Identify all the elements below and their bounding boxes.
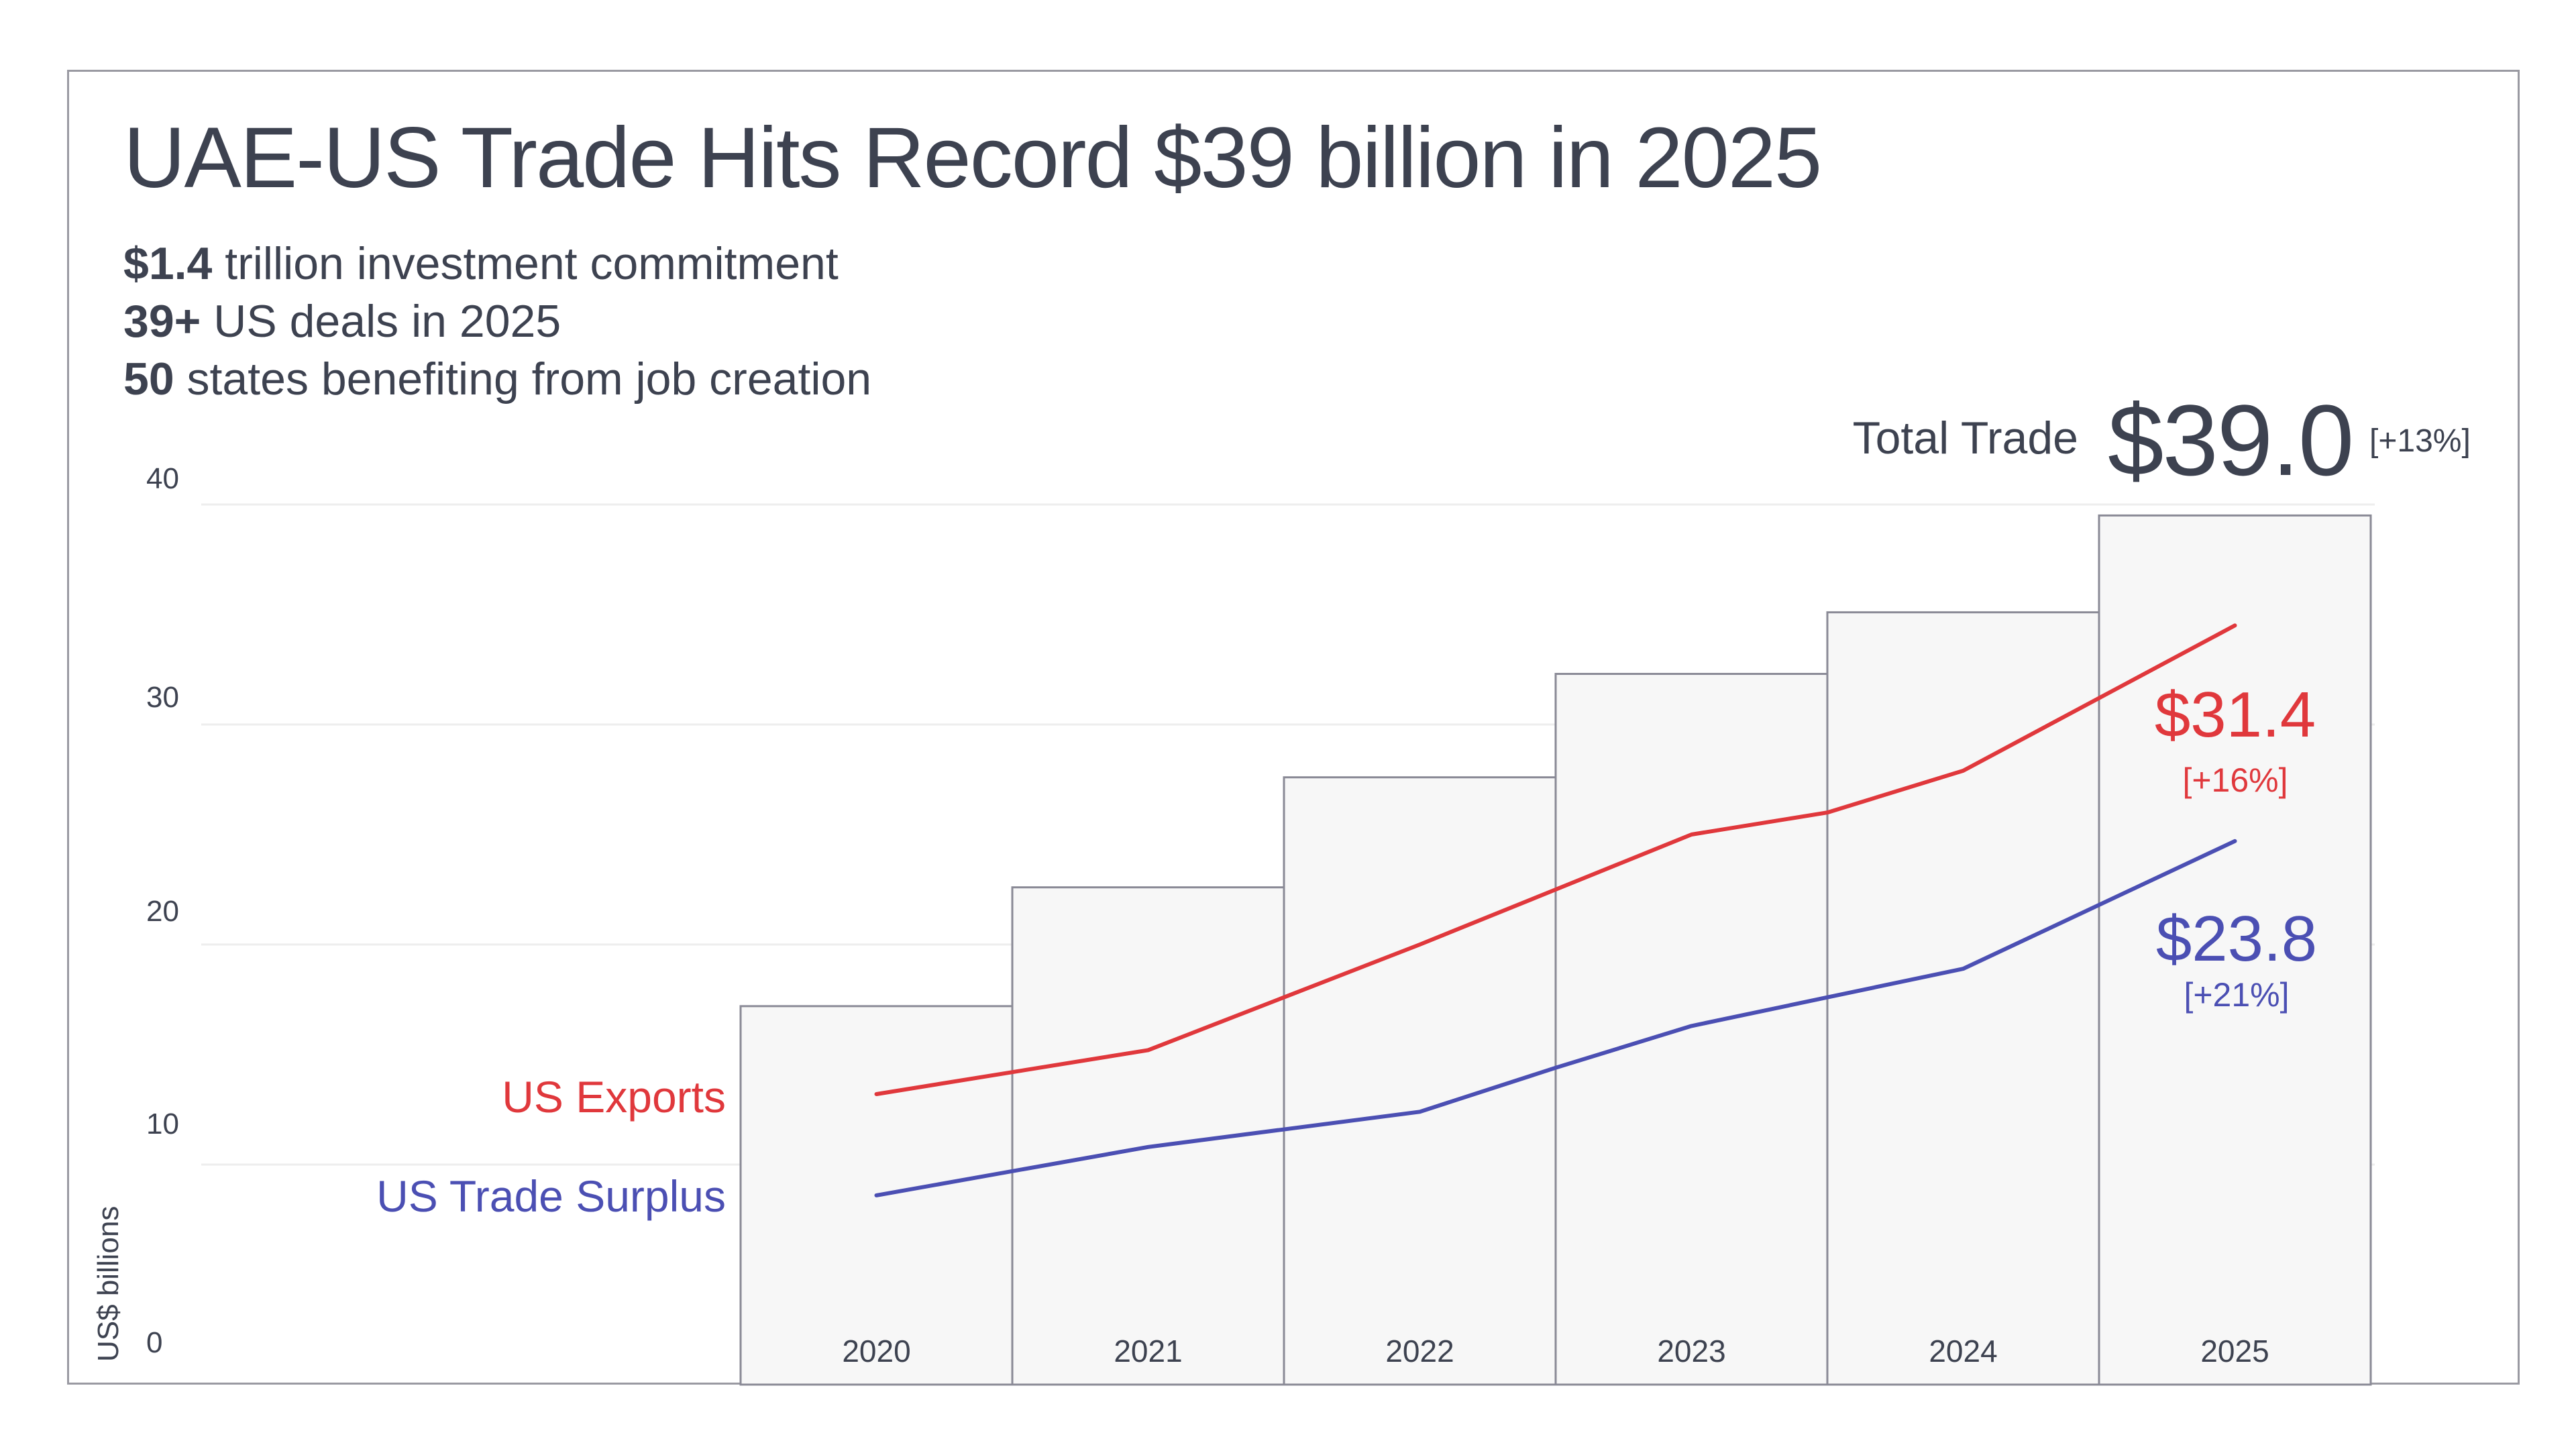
- y-tick-30: 30: [146, 681, 179, 714]
- fact-states-value: 50: [123, 354, 174, 405]
- x-tick-2022: 2022: [1385, 1334, 1454, 1368]
- y-tick-10: 10: [146, 1108, 179, 1140]
- fact-deals-text: US deals in 2025: [201, 296, 561, 347]
- x-tick-2023: 2023: [1657, 1334, 1725, 1368]
- y-axis-label: US$ billions: [92, 1206, 125, 1362]
- fact-investment-text: trillion investment commitment: [212, 238, 839, 289]
- bars: [739, 514, 2372, 1386]
- bar-2024: [1826, 611, 2100, 1386]
- y-tick-40: 40: [146, 462, 179, 495]
- exports-end-value: $31.4: [2155, 679, 2316, 751]
- total-trade-change: [+13%]: [2369, 423, 2471, 459]
- x-tick-2025: 2025: [2200, 1334, 2269, 1368]
- fact-investment: $1.4 trillion investment commitment: [123, 235, 871, 292]
- key-facts: $1.4 trillion investment commitment 39+ …: [123, 235, 871, 408]
- y-axis-ticks: 0 10 20 30 40: [146, 462, 179, 1359]
- fact-states: 50 states benefiting from job creation: [123, 350, 871, 408]
- fact-deals-value: 39+: [123, 296, 201, 347]
- y-tick-20: 20: [146, 895, 179, 928]
- series-label-exports: US Exports: [502, 1072, 726, 1122]
- surplus-end-value: $23.8: [2156, 903, 2317, 975]
- fact-investment-value: $1.4: [123, 238, 213, 289]
- bar-2023: [1554, 673, 1829, 1386]
- exports-end-change: [+16%]: [2182, 761, 2288, 799]
- fact-deals: 39+ US deals in 2025: [123, 292, 871, 350]
- bar-2025: [2098, 514, 2372, 1386]
- y-tick-0: 0: [146, 1326, 162, 1359]
- fact-states-text: states benefiting from job creation: [174, 354, 872, 405]
- x-tick-2021: 2021: [1114, 1334, 1182, 1368]
- series-label-surplus: US Trade Surplus: [376, 1171, 726, 1221]
- chart-title: UAE-US Trade Hits Record $39 billion in …: [123, 110, 1822, 206]
- series-lines: [874, 623, 2237, 1197]
- x-axis-ticks: 2020 2021 2022 2023 2024 2025: [842, 1334, 2269, 1368]
- total-trade-value: $39.0: [2108, 384, 2354, 496]
- surplus-line: [874, 839, 2237, 1197]
- exports-line: [874, 623, 2237, 1096]
- x-tick-2020: 2020: [842, 1334, 910, 1368]
- total-trade-label: Total Trade: [1852, 413, 2078, 464]
- x-tick-2024: 2024: [1929, 1334, 1997, 1368]
- surplus-end-change: [+21%]: [2184, 976, 2289, 1014]
